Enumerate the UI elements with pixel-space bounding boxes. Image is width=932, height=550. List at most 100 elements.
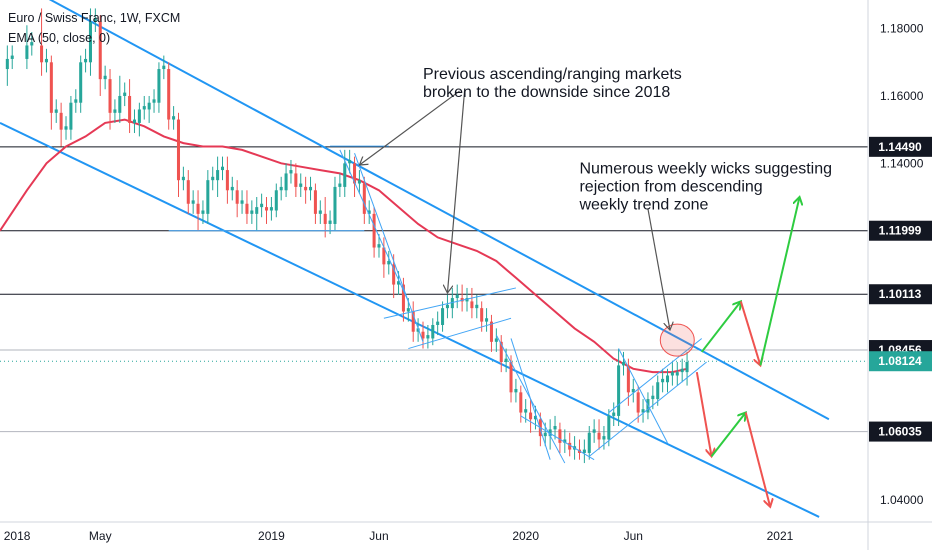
candle-body <box>225 170 229 191</box>
level-badge-bg <box>869 136 932 157</box>
candle-body <box>529 412 533 420</box>
candle-body <box>264 207 269 211</box>
candle-body <box>123 92 127 96</box>
candle-body <box>392 264 396 285</box>
last-price-badge: 1.08124 <box>878 354 922 368</box>
flag-bottom-line <box>408 317 512 350</box>
y-tick-label: 1.18000 <box>880 22 924 36</box>
candle-body <box>504 358 508 363</box>
candle-body <box>470 301 474 309</box>
candle-body <box>113 109 117 113</box>
candle-body <box>465 298 469 302</box>
candle-body <box>260 203 264 208</box>
pullback-line <box>618 348 668 444</box>
candle-body <box>328 220 332 224</box>
chart-title: Euro / Swiss Franc, 1W, FXCM <box>8 11 180 25</box>
candle-body <box>167 69 171 120</box>
candle-body <box>284 173 288 191</box>
candle-body <box>411 311 415 332</box>
candle-body <box>318 210 322 214</box>
y-tick-label: 1.04000 <box>880 493 924 507</box>
ema-line <box>0 118 688 374</box>
candle-body <box>651 395 655 400</box>
candle-body <box>543 432 547 437</box>
candle-body <box>563 439 567 443</box>
candle-body <box>157 69 161 103</box>
level-badge-bg <box>869 421 932 442</box>
x-tick-label: 2018 <box>4 529 31 543</box>
candle-body <box>152 99 156 103</box>
breakdown-line-2 <box>354 153 424 342</box>
candle-body <box>636 392 640 413</box>
flag-top-line <box>383 287 517 319</box>
candle-body <box>201 210 205 214</box>
candle-body <box>69 102 73 130</box>
candle-body <box>377 244 381 248</box>
candle-body <box>670 372 674 376</box>
candle-body <box>162 65 166 70</box>
annotation-text: Numerous weekly wicks suggesting <box>579 160 832 177</box>
candle-body <box>25 45 29 59</box>
projection-arrow-red <box>695 371 712 456</box>
candle-body <box>612 412 616 416</box>
candle-body <box>279 186 283 191</box>
candle-body <box>10 55 14 59</box>
rise-channel-bottom <box>588 361 707 457</box>
candle-body <box>426 335 430 339</box>
projection-arrow-green <box>710 413 746 457</box>
candles <box>5 8 689 464</box>
annotation-pointer-1 <box>359 90 461 165</box>
x-tick-label: May <box>89 529 112 543</box>
candle-body <box>533 415 537 420</box>
candle-body <box>592 429 596 433</box>
candle-body <box>44 58 48 63</box>
candle-body <box>54 109 58 113</box>
candle-body <box>367 210 371 214</box>
candle-body <box>88 21 92 63</box>
candle-body <box>641 409 645 413</box>
candle-body <box>74 99 78 103</box>
candle-body <box>255 207 259 214</box>
y-tick-label: 1.14000 <box>880 156 924 170</box>
candle-body <box>656 382 660 400</box>
candle-body <box>103 75 107 80</box>
candle-body <box>191 200 195 204</box>
candle-body <box>455 294 459 299</box>
candle-body <box>348 159 352 164</box>
candle-body <box>137 109 141 123</box>
candle-body <box>401 284 405 312</box>
candle-body <box>176 119 181 181</box>
candle-body <box>382 247 386 265</box>
x-tick-label: Jun <box>624 529 643 543</box>
candle-body <box>665 375 670 383</box>
candle-body <box>220 166 225 171</box>
candle-body <box>118 95 122 113</box>
level-badge-bg <box>869 220 932 241</box>
x-tick-label: Jun <box>369 529 388 543</box>
candle-body <box>524 409 528 413</box>
candle-body <box>685 362 689 373</box>
candle-body <box>338 183 342 187</box>
candle-body <box>372 213 376 248</box>
breakdown-line-1 <box>339 149 409 302</box>
candle-body <box>587 432 591 453</box>
candle-body <box>480 308 484 322</box>
drop-line-2 <box>510 338 551 460</box>
candle-body <box>416 328 420 332</box>
candle-body <box>343 163 347 187</box>
annotation-pointer-3 <box>647 208 670 330</box>
projection-arrow-green <box>700 301 741 353</box>
candle-body <box>93 18 97 22</box>
candle-body <box>128 95 132 123</box>
candle-body <box>304 186 308 191</box>
rejection-circle <box>659 323 695 357</box>
candle-body <box>680 368 684 373</box>
candle-body <box>240 200 244 204</box>
candle-body <box>64 126 68 130</box>
level-badge-bg <box>869 284 932 305</box>
annotation-text: broken to the downside since 2018 <box>423 84 670 101</box>
annotation-text: Previous ascending/ranging markets <box>423 66 682 83</box>
horizontal-levels <box>0 146 868 433</box>
candle-body <box>450 298 454 309</box>
candle-body <box>274 190 278 211</box>
